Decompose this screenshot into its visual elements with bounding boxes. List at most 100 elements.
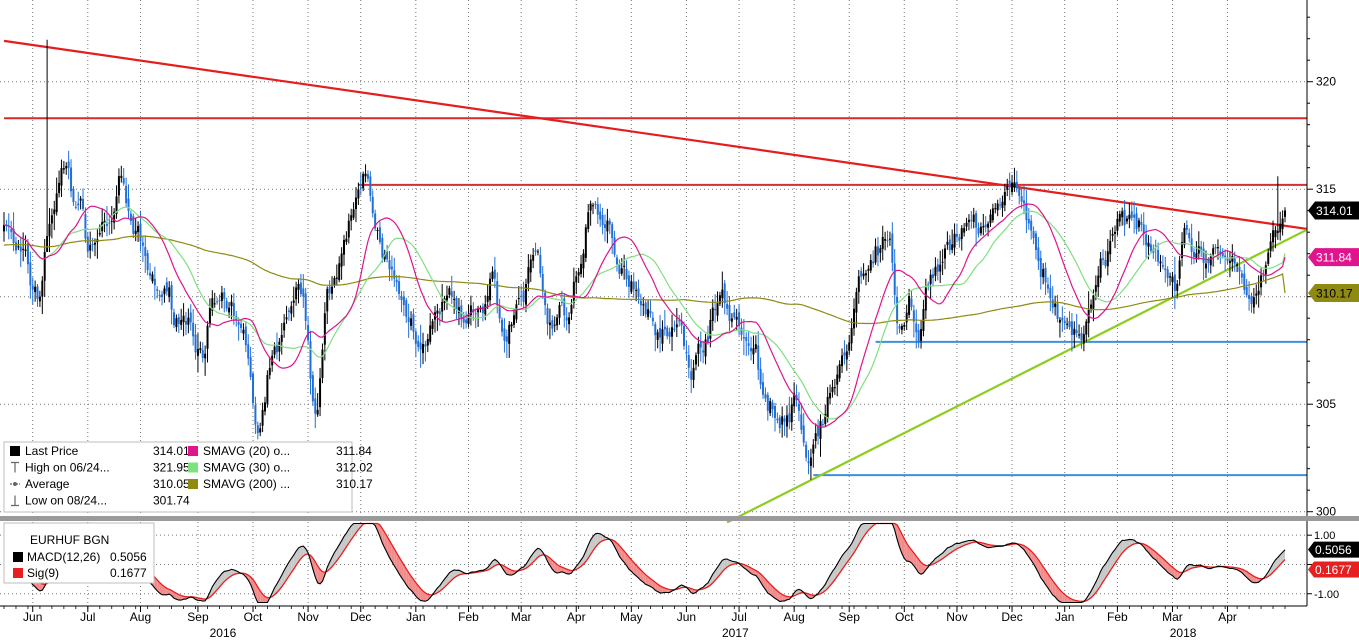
candle-body (1104, 259, 1107, 266)
candle-body (479, 308, 482, 310)
candle-body (36, 286, 39, 299)
macd-histogram-fill (346, 529, 349, 547)
candle-body (1063, 321, 1066, 324)
candle-body (975, 213, 978, 228)
macd-histogram-fill (506, 567, 510, 575)
candle-body (381, 237, 384, 258)
candle-body (785, 415, 788, 427)
candle-body (884, 239, 887, 241)
candle-body (70, 167, 73, 192)
candle-body (742, 337, 745, 339)
candle-body (321, 349, 324, 379)
candle-body (24, 249, 27, 251)
candle-body (333, 278, 336, 285)
candle-body (290, 306, 293, 314)
macd-histogram-fill (1059, 589, 1063, 603)
candle-body (1046, 284, 1049, 289)
trend-line (726, 228, 1308, 524)
macd-histogram-fill (911, 549, 914, 566)
macd-histogram-fill (250, 576, 254, 591)
candle-body (263, 402, 266, 412)
signal-line (4, 522, 1286, 602)
candle-body (503, 328, 506, 341)
candle-body (553, 324, 556, 326)
macd-histogram-fill (1124, 539, 1127, 551)
macd-histogram-fill (1052, 580, 1056, 597)
macd-histogram-fill (288, 558, 292, 577)
macd-histogram-fill (451, 569, 455, 581)
candle-body (307, 325, 310, 341)
candle-body (201, 349, 204, 358)
legend-swatch (188, 446, 198, 456)
candle-body (685, 351, 688, 354)
candle-body (704, 339, 707, 357)
candle-body (19, 246, 22, 252)
macd-histogram-fill (300, 546, 304, 559)
macd-histogram-fill (1158, 554, 1161, 566)
macd-histogram-fill (897, 524, 900, 548)
candle-body (709, 319, 712, 339)
candle-body (1145, 234, 1148, 246)
candle-body (671, 327, 674, 337)
candle-body (1011, 182, 1014, 193)
candle-body (963, 227, 966, 233)
candle-body (105, 223, 108, 226)
candle-body (752, 348, 755, 355)
macd-histogram-fill (1103, 564, 1106, 582)
candle-body (256, 425, 259, 434)
candle-body (1193, 252, 1196, 257)
macd-histogram-fill (585, 545, 589, 562)
legend-swatch (188, 479, 198, 489)
candle-body (632, 281, 635, 290)
time-axis: Jun Jul Aug Sep Oct Nov Dec Jan Feb Mar Apr May Jun J… (0, 605, 1307, 640)
candle-body (1224, 255, 1227, 258)
macd-histogram-fill (226, 570, 230, 580)
macd-legend-box (3, 522, 155, 584)
candle-body (1013, 182, 1016, 187)
macd-histogram-fill (906, 543, 910, 562)
macd-histogram-fill (1160, 556, 1163, 568)
candle-body (1264, 265, 1267, 275)
candle-body (1272, 230, 1275, 243)
candle-body (680, 320, 683, 326)
candle-body (110, 220, 113, 222)
macd-histogram-fill (1165, 560, 1168, 573)
candle-body (1233, 258, 1236, 264)
macd-histogram-fill (1045, 570, 1048, 589)
macd-histogram-fill (1244, 570, 1247, 578)
candle-body (869, 260, 872, 271)
panel-divider[interactable] (0, 516, 1359, 521)
macd-histogram-fill (1119, 540, 1123, 557)
candle-body (1219, 251, 1222, 254)
candle-body (1171, 276, 1174, 283)
candle-body (647, 309, 650, 317)
macd-line (3, 522, 1286, 604)
candle-body (1269, 241, 1272, 252)
macd-histogram-fill (339, 540, 342, 558)
legend-value: 314.01 (153, 444, 190, 458)
macd-histogram-fill (403, 564, 407, 585)
macd-histogram-fill (355, 523, 359, 533)
macd-histogram-fill (710, 574, 713, 586)
macd-histogram-fill (157, 579, 160, 594)
macd-histogram-fill (166, 588, 170, 595)
candle-body (62, 168, 65, 170)
candle-body (1061, 317, 1064, 321)
candle-body (467, 314, 470, 324)
candle-body (994, 208, 997, 210)
macd-histogram-fill (1277, 554, 1281, 568)
macd-histogram-fill (901, 534, 905, 559)
candle-body (319, 378, 322, 408)
candle-body (1228, 260, 1231, 264)
month-label: Dec (350, 610, 371, 624)
candle-body (920, 329, 923, 341)
candle-body (417, 340, 420, 347)
candle-body (1200, 246, 1203, 252)
candle-body (888, 238, 891, 240)
candle-body (247, 344, 250, 359)
candle-body (230, 301, 233, 307)
candle-body (558, 304, 561, 318)
legend-label: SMAVG (30) o... (203, 461, 290, 475)
candle-body (252, 373, 255, 404)
macd-histogram-fill (547, 556, 550, 566)
